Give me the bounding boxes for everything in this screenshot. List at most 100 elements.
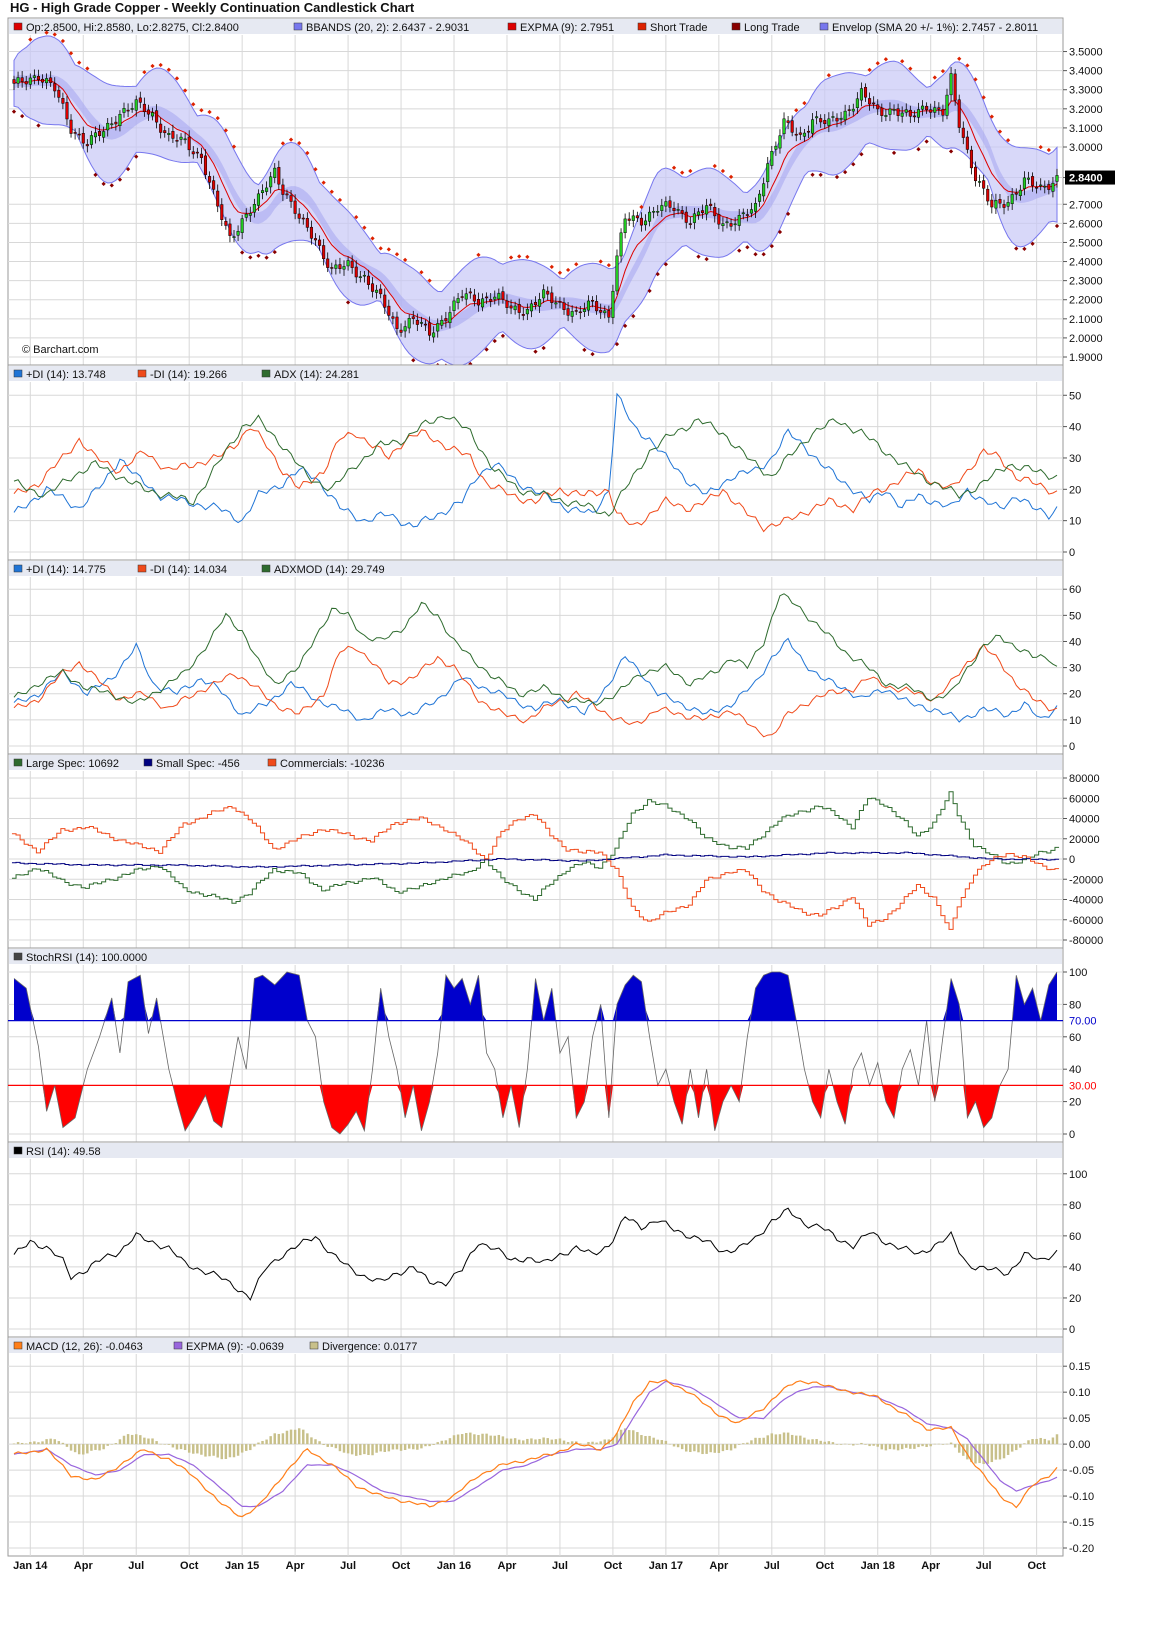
candle xyxy=(884,115,888,117)
candle xyxy=(12,79,16,84)
candle xyxy=(912,115,916,118)
candle xyxy=(1006,202,1010,207)
divergence-bar xyxy=(204,1444,207,1457)
legend-swatch xyxy=(261,369,271,378)
divergence-bar xyxy=(986,1444,989,1464)
long-trade-marker xyxy=(345,300,351,305)
candle xyxy=(114,121,118,125)
x-tick-label: Jul xyxy=(340,1560,356,1572)
divergence-bar xyxy=(864,1444,867,1445)
divergence-bar xyxy=(713,1444,716,1453)
divergence-bar xyxy=(220,1444,224,1460)
candle xyxy=(256,193,260,206)
chart-title: HG - High Grade Copper - Weekly Continua… xyxy=(10,0,415,15)
candle xyxy=(138,97,142,103)
candle xyxy=(648,211,652,222)
y-tick-label: -60000 xyxy=(1069,915,1103,927)
long-trade-marker xyxy=(614,341,620,347)
divergence-bar xyxy=(770,1433,774,1445)
x-tick-label: Apr xyxy=(498,1560,518,1572)
candle xyxy=(244,213,248,218)
candle xyxy=(208,176,212,183)
y-tick-label: -0.05 xyxy=(1069,1465,1094,1477)
legend-label: -DI (14): 19.266 xyxy=(150,369,227,381)
divergence-bar xyxy=(933,1443,937,1445)
long-trade-marker xyxy=(704,257,709,262)
divergence-bar xyxy=(228,1444,232,1458)
x-tick-label: Apr xyxy=(286,1560,306,1572)
legend-label: Large Spec: 10692 xyxy=(26,758,119,770)
candle xyxy=(892,109,896,111)
candle xyxy=(293,200,297,214)
candle xyxy=(945,94,949,116)
long-trade-marker xyxy=(785,211,791,216)
short-trade-marker xyxy=(215,116,220,121)
candle xyxy=(831,116,835,118)
candle xyxy=(790,120,794,133)
candle xyxy=(619,232,623,257)
legend-label: BBANDS (20, 2): 2.6437 - 2.9031 xyxy=(306,22,469,34)
candle xyxy=(151,112,155,117)
long-trade-marker xyxy=(761,252,766,257)
short-trade-marker xyxy=(207,109,212,115)
long-trade-marker xyxy=(834,174,840,180)
watermark: © Barchart.com xyxy=(22,344,99,356)
y-tick-label: 20 xyxy=(1069,1293,1081,1305)
candle xyxy=(692,213,696,223)
legend-label: -DI (14): 14.034 xyxy=(150,564,227,576)
legend-swatch xyxy=(143,758,153,767)
candle xyxy=(53,83,57,92)
short-trade-marker xyxy=(557,270,563,275)
candle xyxy=(778,135,782,149)
divergence-bar xyxy=(371,1444,374,1456)
candle xyxy=(354,266,358,278)
divergence-bar xyxy=(786,1432,790,1445)
divergence-bar xyxy=(1002,1444,1006,1459)
y-tick-label: 0 xyxy=(1069,1324,1075,1336)
x-tick-label: Jul xyxy=(552,1560,568,1572)
candle xyxy=(98,131,102,137)
short-trade-marker xyxy=(142,70,147,75)
long-trade-marker xyxy=(500,333,506,339)
divergence-bar xyxy=(289,1429,293,1445)
y-tick-label: 60 xyxy=(1069,1032,1081,1044)
candle xyxy=(366,275,370,285)
candle xyxy=(643,220,648,226)
divergence-bar xyxy=(725,1444,729,1451)
short-trade-marker xyxy=(370,236,375,241)
long-trade-marker xyxy=(753,252,758,257)
divergence-bar xyxy=(554,1439,558,1445)
legend-swatch xyxy=(731,22,741,31)
candle xyxy=(501,291,505,300)
divergence-bar xyxy=(847,1444,851,1445)
short-trade-marker xyxy=(378,246,383,251)
short-trade-marker xyxy=(321,180,326,185)
y-tick-label: 40 xyxy=(1069,636,1081,648)
candle xyxy=(330,267,334,269)
candle xyxy=(481,298,485,308)
divergence-bar xyxy=(257,1442,260,1445)
x-tick-label: Jan 17 xyxy=(649,1560,683,1572)
divergence-bar xyxy=(627,1430,631,1445)
divergence-bar xyxy=(778,1434,782,1445)
candle xyxy=(285,193,289,196)
divergence-bar xyxy=(342,1444,346,1453)
candle xyxy=(607,310,611,318)
divergence-bar xyxy=(407,1444,411,1449)
legend-swatch xyxy=(507,22,517,31)
candle xyxy=(888,108,892,115)
candle xyxy=(1010,194,1014,204)
candle xyxy=(1022,177,1026,189)
panel-frame xyxy=(7,753,1064,949)
long-trade-marker xyxy=(745,245,750,250)
long-trade-marker xyxy=(411,358,416,363)
divergence-bar xyxy=(412,1444,415,1450)
candle xyxy=(696,211,700,216)
short-trade-marker xyxy=(337,197,343,203)
long-trade-marker xyxy=(1022,246,1027,251)
candle xyxy=(49,77,53,83)
divergence-bar xyxy=(240,1444,244,1453)
candle xyxy=(142,103,146,113)
candle xyxy=(635,215,639,219)
divergence-bar xyxy=(57,1441,61,1445)
